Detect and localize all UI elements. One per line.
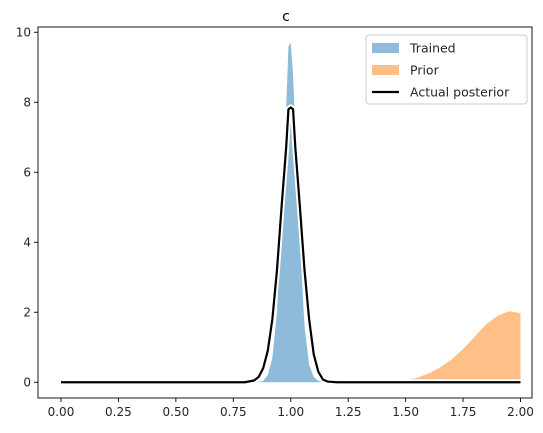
legend-swatch-prior xyxy=(372,65,399,75)
y-tick-label: 2 xyxy=(23,305,31,319)
x-tick-label: 0.50 xyxy=(163,405,190,419)
plot-area xyxy=(60,42,521,386)
plot-series xyxy=(60,42,521,386)
legend-swatch-trained xyxy=(372,43,399,53)
x-tick-label: 1.75 xyxy=(450,405,477,419)
x-tick-label: 1.50 xyxy=(392,405,419,419)
x-tick-label: 0.25 xyxy=(105,405,132,419)
y-tick-label: 4 xyxy=(23,235,31,249)
y-tick-label: 0 xyxy=(23,375,31,389)
series-line-actual-posterior xyxy=(60,106,521,384)
legend-label-prior: Prior xyxy=(410,63,440,78)
legend-box xyxy=(365,34,528,105)
series-area-prior xyxy=(60,311,521,383)
axes-frame xyxy=(37,26,533,399)
x-tick-label: 2.00 xyxy=(507,405,534,419)
y-tick-label: 10 xyxy=(16,25,31,39)
legend: Trained Prior Actual posterior xyxy=(365,34,528,105)
y-tick-label: 6 xyxy=(23,165,31,179)
x-tick-label: 0.75 xyxy=(220,405,247,419)
x-tick-label: 1.25 xyxy=(335,405,362,419)
legend-label-actual-posterior: Actual posterior xyxy=(410,85,510,100)
chart-title: c xyxy=(282,9,290,25)
x-tick-label: 1.00 xyxy=(277,405,304,419)
series-area-trained xyxy=(60,42,521,383)
legend-label-trained: Trained xyxy=(409,41,456,56)
x-tick-label: 0.00 xyxy=(48,405,75,419)
axes: 0.00 0.25 0.50 0.75 1.00 1.25 1.50 1.75 2.00 0 2 4 6… xyxy=(16,25,534,419)
y-tick-label: 8 xyxy=(23,95,31,109)
